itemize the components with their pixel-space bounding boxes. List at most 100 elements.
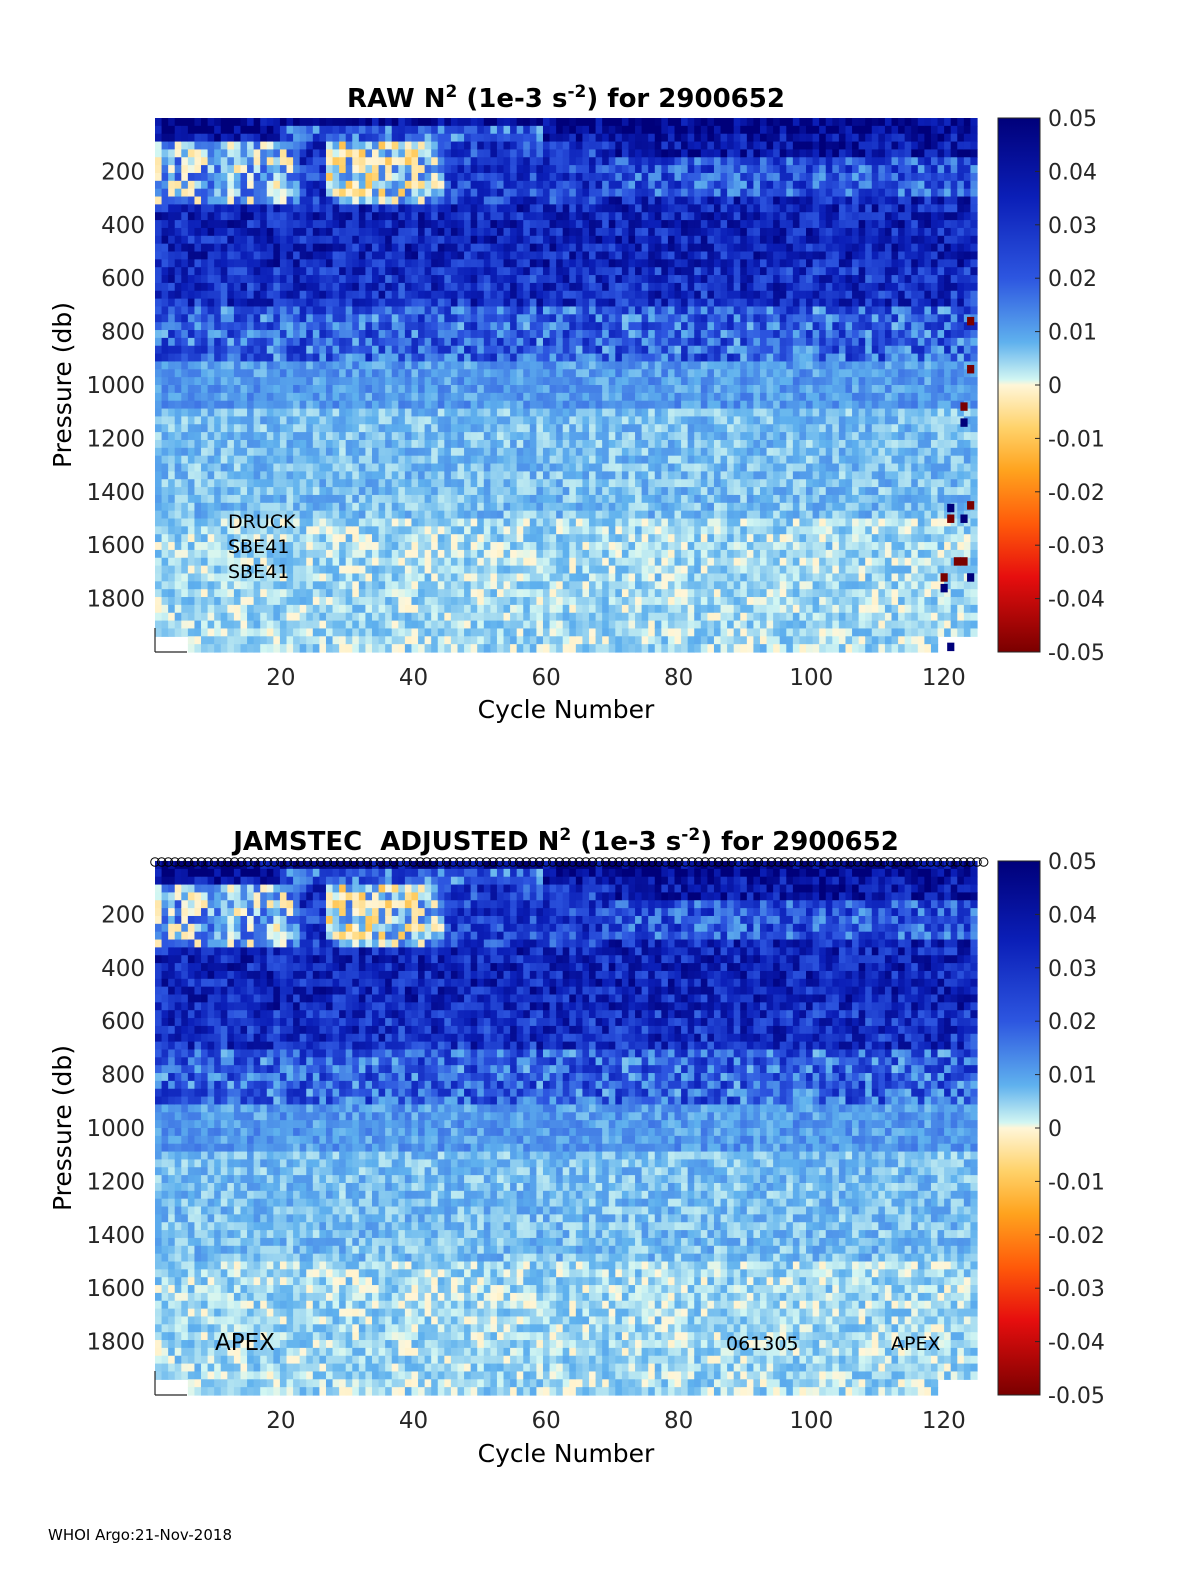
heatmap-cell xyxy=(181,118,189,127)
heatmap-cell xyxy=(431,243,439,253)
heatmap-cell xyxy=(582,133,590,143)
heatmap-cell xyxy=(457,322,465,331)
heatmap-cell xyxy=(372,526,380,535)
heatmap-cell xyxy=(562,416,570,425)
heatmap-cell xyxy=(589,141,597,151)
heatmap-cell xyxy=(464,604,472,614)
heatmap-cell xyxy=(168,392,176,402)
heatmap-cell xyxy=(464,597,472,606)
heatmap-cell xyxy=(207,267,215,276)
heatmap-cell xyxy=(589,471,597,480)
heatmap-cell xyxy=(273,502,281,512)
heatmap-cell xyxy=(411,180,419,190)
heatmap-cell xyxy=(266,455,274,465)
heatmap-cell xyxy=(398,424,406,433)
heatmap-cell xyxy=(293,377,301,386)
heatmap-cell xyxy=(589,322,597,331)
heatmap-cell xyxy=(339,172,347,182)
heatmap-cell xyxy=(470,400,478,410)
heatmap-cell xyxy=(253,534,261,543)
heatmap-cell xyxy=(325,565,334,575)
heatmap-cell xyxy=(464,282,472,292)
heatmap-cell xyxy=(279,149,288,158)
heatmap-cell xyxy=(582,542,590,551)
heatmap-cell xyxy=(398,400,406,410)
heatmap-cell xyxy=(385,361,393,370)
heatmap-cell xyxy=(207,125,215,135)
heatmap-cell xyxy=(431,345,439,355)
heatmap-cell xyxy=(378,549,386,559)
heatmap-cell xyxy=(483,557,491,567)
heatmap-cell xyxy=(404,345,413,355)
heatmap-cell xyxy=(240,165,248,174)
heatmap-cell xyxy=(411,408,419,418)
heatmap-cell xyxy=(240,408,248,418)
heatmap-cell xyxy=(319,118,327,127)
heatmap-cell xyxy=(450,204,459,213)
heatmap-cell xyxy=(457,133,465,143)
heatmap-cell xyxy=(411,565,419,575)
heatmap-cell xyxy=(358,220,367,229)
heatmap-cell xyxy=(168,385,176,394)
heatmap-cell xyxy=(187,502,196,512)
heatmap-cell xyxy=(253,439,261,449)
heatmap-cell xyxy=(424,322,432,331)
heatmap-cell xyxy=(483,494,491,504)
heatmap-cell xyxy=(181,549,189,559)
heatmap-cell xyxy=(385,125,393,135)
heatmap-cell xyxy=(542,589,551,598)
heatmap-cell xyxy=(168,400,176,410)
heatmap-cell xyxy=(457,581,465,590)
heatmap-cell xyxy=(332,518,340,527)
heatmap-cell xyxy=(549,581,557,590)
heatmap-cell xyxy=(516,196,524,205)
heatmap-cell xyxy=(575,141,584,151)
heatmap-cell xyxy=(437,408,445,418)
heatmap-cell xyxy=(201,424,209,433)
heatmap-cell xyxy=(431,204,439,213)
heatmap-cell xyxy=(378,298,386,308)
heatmap-cell xyxy=(220,432,228,441)
heatmap-cell xyxy=(437,212,445,221)
heatmap-cell xyxy=(496,628,505,637)
heatmap-cell xyxy=(187,385,196,394)
heatmap-cell xyxy=(286,157,294,166)
heatmap-cell xyxy=(424,353,432,363)
heatmap-cell xyxy=(339,408,347,418)
heatmap-cell xyxy=(556,471,564,480)
heatmap-cell xyxy=(437,424,445,433)
heatmap-cell xyxy=(220,510,228,520)
heatmap-cell xyxy=(207,141,215,151)
heatmap-cell xyxy=(556,282,564,292)
heatmap-cell xyxy=(352,439,360,449)
heatmap-cell xyxy=(490,377,498,386)
heatmap-cell xyxy=(253,243,261,253)
heatmap-cell xyxy=(358,141,367,151)
heatmap-cell xyxy=(312,424,320,433)
heatmap-cell xyxy=(608,290,616,300)
heatmap-cell xyxy=(556,330,564,339)
heatmap-cell xyxy=(365,149,373,158)
heatmap-cell xyxy=(470,377,478,386)
heatmap-cell xyxy=(214,330,222,339)
heatmap-cell xyxy=(595,400,603,410)
heatmap-cell xyxy=(279,353,288,363)
heatmap-cell xyxy=(299,353,307,363)
heatmap-cell xyxy=(365,487,373,496)
heatmap-cell xyxy=(608,385,616,394)
heatmap-cell xyxy=(306,227,314,237)
heatmap-cell xyxy=(286,133,294,143)
heatmap-cell xyxy=(615,385,623,394)
heatmap-cell xyxy=(325,259,334,268)
heatmap-cell xyxy=(247,447,255,457)
heatmap-cell xyxy=(332,573,340,582)
heatmap-cell xyxy=(293,282,301,292)
heatmap-cell xyxy=(477,502,485,512)
heatmap-cell xyxy=(345,251,353,260)
heatmap-cell xyxy=(457,557,465,567)
heatmap-cell xyxy=(418,526,426,535)
heatmap-cell xyxy=(187,282,196,292)
heatmap-cell xyxy=(477,235,485,245)
heatmap-cell xyxy=(490,141,498,151)
heatmap-cell xyxy=(385,172,393,182)
